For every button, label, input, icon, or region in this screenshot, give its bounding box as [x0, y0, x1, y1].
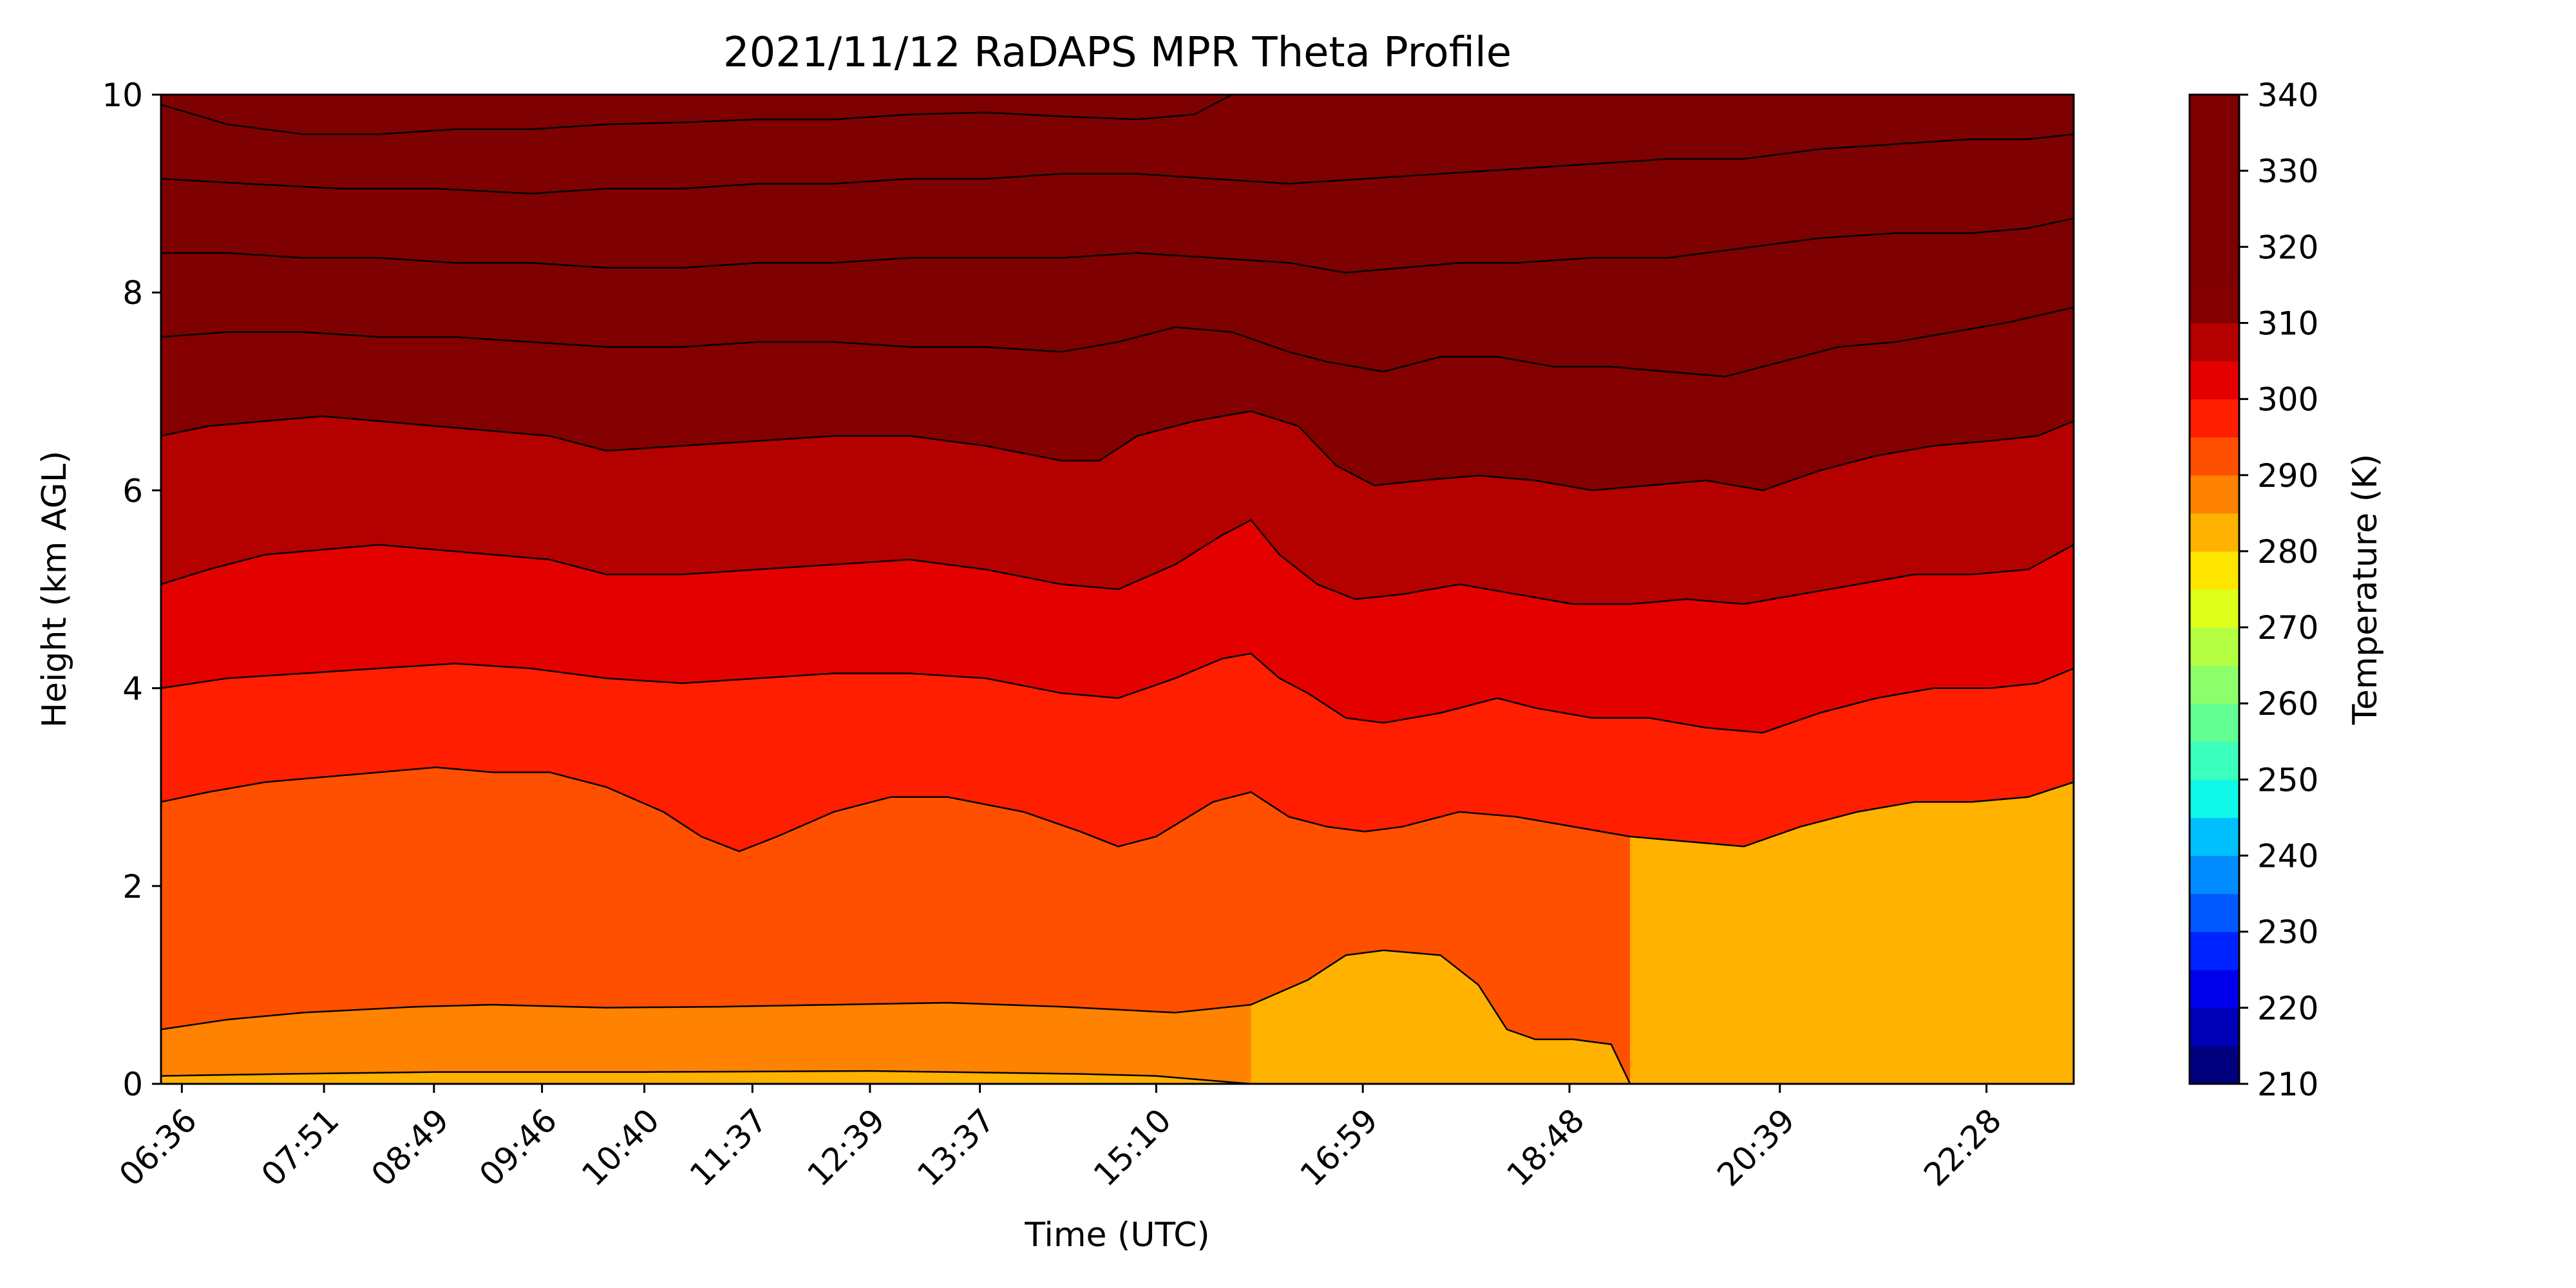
x-axis-label: Time (UTC)	[1024, 1216, 1209, 1255]
colorbar-segment	[2190, 361, 2239, 400]
contour-line-300	[161, 652, 2074, 734]
y-tick-label: 0	[122, 1066, 143, 1103]
colorbar-segment	[2190, 817, 2239, 857]
x-tick-label: 08:49	[364, 1102, 456, 1194]
colorbar-tick-label: 290	[2257, 457, 2318, 495]
x-axis: 06:36 07:51 08:49 09:46 10:40 11:37 12:39 13:37…	[112, 1084, 2009, 1193]
x-tick-label: 09:46	[472, 1101, 564, 1193]
colorbar-segment	[2190, 931, 2239, 971]
colorbar-tick-label: 250	[2257, 761, 2318, 799]
colorbar-segment	[2190, 437, 2239, 476]
y-tick-label: 10	[102, 77, 143, 114]
colorbar: 210 220 230 240 250 260 270 280 290 300 310 320 330 3…	[2190, 77, 2318, 1103]
contour-line-290	[161, 949, 1631, 1084]
x-tick-label: 10:40	[574, 1101, 667, 1193]
contour-line-285	[161, 1070, 1251, 1084]
colorbar-segment	[2190, 779, 2239, 819]
colorbar-segment	[2190, 247, 2239, 285]
colorbar-tick-label: 280	[2257, 533, 2318, 571]
colorbar-segment	[2190, 741, 2239, 780]
y-tick-label: 2	[122, 868, 143, 905]
x-tick-label: 11:37	[683, 1102, 775, 1194]
colorbar-segment	[2190, 95, 2239, 133]
contour-line-325	[161, 133, 2074, 194]
colorbar-segment	[2190, 475, 2239, 514]
colorbar-segment	[2190, 1007, 2239, 1046]
colorbar-segment	[2190, 171, 2239, 209]
x-tick-label: 13:37	[910, 1101, 1002, 1193]
contour-line-320	[161, 217, 2074, 274]
colorbar-tick-label: 230	[2257, 914, 2318, 951]
colorbar-segment	[2190, 627, 2239, 666]
colorbar-segment	[2190, 399, 2239, 438]
colorbar-tick-label: 240	[2257, 838, 2318, 875]
colorbar-segment	[2190, 1045, 2239, 1084]
x-tick-label: 06:36	[112, 1102, 204, 1194]
colorbar-tick-label: 210	[2257, 1066, 2318, 1103]
x-tick-label: 18:48	[1500, 1101, 1592, 1193]
contour-line-305	[161, 519, 2074, 605]
contour-line-330	[161, 95, 1233, 135]
colorbar-tick-label: 330	[2257, 153, 2318, 190]
y-tick-label: 6	[122, 472, 143, 509]
contour-line-295	[161, 766, 2074, 853]
colorbar-tick-label: 340	[2257, 77, 2318, 114]
x-tick-label: 20:39	[1710, 1102, 1802, 1194]
y-axis-label: Height (km AGL)	[35, 451, 74, 728]
contour-line-310	[161, 410, 2074, 491]
colorbar-tick-label: 310	[2257, 305, 2318, 342]
colorbar-tick-label: 320	[2257, 229, 2318, 266]
colorbar-segment	[2190, 285, 2239, 324]
colorbar-segment	[2190, 893, 2239, 933]
colorbar-segment	[2190, 855, 2239, 895]
y-tick-label: 8	[122, 274, 143, 312]
colorbar-tick-label: 220	[2257, 990, 2318, 1027]
contour-line-layer	[161, 95, 2074, 1084]
colorbar-segment	[2190, 703, 2239, 742]
colorbar-tick-label: 300	[2257, 381, 2318, 419]
x-tick-label: 12:39	[800, 1102, 892, 1194]
x-tick-label: 16:59	[1293, 1102, 1385, 1194]
colorbar-tick-label: 270	[2257, 609, 2318, 647]
x-tick-label: 22:28	[1917, 1101, 2009, 1193]
colorbar-segment	[2190, 969, 2239, 1009]
x-tick-label: 15:10	[1086, 1101, 1179, 1193]
colorbar-frame	[2188, 93, 2240, 1085]
colorbar-label: Temperature (K)	[2346, 454, 2385, 726]
colorbar-segment	[2190, 133, 2239, 171]
contour-fill-layer	[161, 95, 2074, 1084]
colorbar-segment	[2190, 209, 2239, 247]
colorbar-segment	[2190, 513, 2239, 552]
contour-band-330	[161, 95, 1233, 135]
colorbar-tick-label: 260	[2257, 685, 2318, 723]
y-tick-label: 4	[122, 670, 143, 708]
chart-title: 2021/11/12 RaDAPS MPR Theta Profile	[723, 29, 1511, 77]
plot-frame	[160, 93, 2075, 1085]
colorbar-segment	[2190, 665, 2239, 704]
contour-line-315	[161, 306, 2074, 378]
colorbar-segment	[2190, 589, 2239, 628]
colorbar-segment	[2190, 323, 2239, 362]
x-tick-label: 07:51	[254, 1101, 346, 1193]
y-axis: 0 2 4 6 8 10	[102, 77, 161, 1103]
colorbar-segment	[2190, 551, 2239, 590]
